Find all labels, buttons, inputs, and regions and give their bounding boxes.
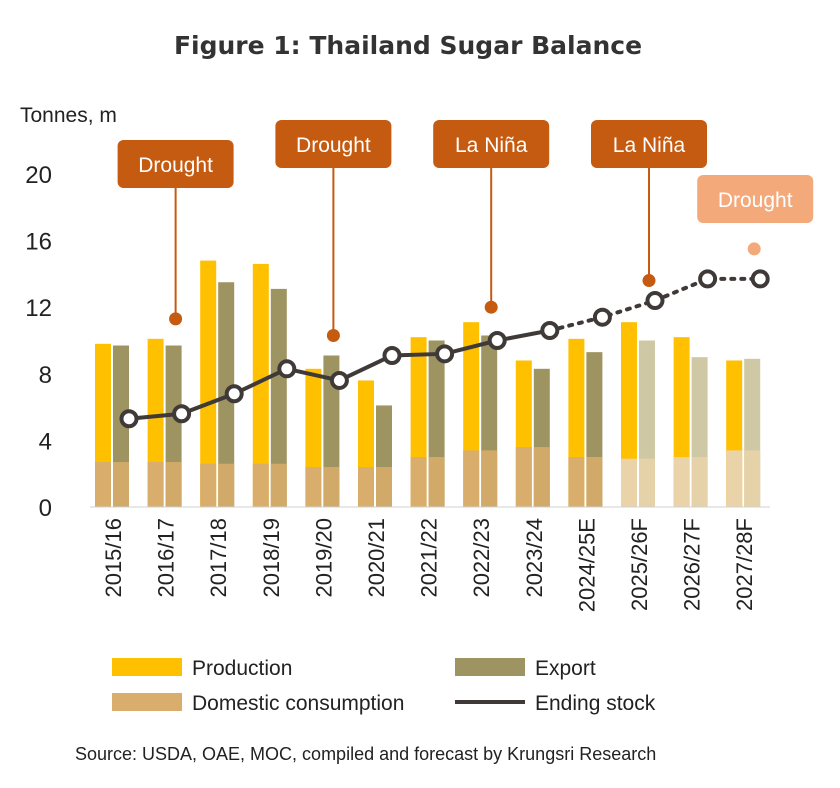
y-axis-label: Tonnes, m [20,104,117,127]
export-bar [270,288,287,507]
domestic-consumption-bar [744,450,761,507]
category-label: 2021/22 [417,518,442,598]
category-label: 2025/26F [627,518,652,611]
category-label: 2022/23 [469,518,494,598]
domestic-consumption-bar [463,450,480,507]
category-label: 2024/25E [574,518,599,612]
domestic-consumption-bar [113,462,129,507]
annotation-box [275,120,392,168]
annotation-box [697,175,814,223]
domestic-consumption-bar [252,463,269,507]
ending-stock-point [487,331,507,350]
annotation-box [117,140,234,188]
y-tick-label: 20 [25,162,52,189]
legend-label: Ending stock [535,692,656,715]
annotation-marker [747,242,761,256]
y-tick-label: 8 [39,362,52,389]
domestic-consumption-bar [147,462,164,507]
category-label: 2023/24 [522,518,547,598]
domestic-consumption-bar [726,450,743,507]
category-label: 2026/27F [680,518,705,611]
domestic-consumption-bar [639,458,655,507]
domestic-consumption-bar [691,457,708,507]
annotation-label: Drought [138,154,213,177]
domestic-consumption-bar [165,462,182,507]
annotation-box [591,120,707,168]
ending-stock-point [592,307,612,327]
category-label: 2027/28F [732,518,757,611]
annotation-marker [484,300,498,314]
annotation-label: La Niña [455,134,528,157]
domestic-consumption-bar [200,463,217,507]
category-label: 2016/17 [154,518,179,598]
y-tick-label: 4 [39,428,52,455]
production-bar [200,260,217,507]
ending-stock-point [329,370,349,390]
domestic-consumption-bar [515,447,532,507]
category-label: 2019/20 [311,518,336,598]
domestic-consumption-bar [621,458,637,507]
chart-title: Figure 1: Thailand Sugar Balance [174,31,642,60]
production-bar [252,263,269,507]
category-label: 2020/21 [364,518,389,598]
domestic-consumption-bar [568,457,585,507]
ending-stock-point [382,345,402,365]
annotation-label: Drought [296,134,371,157]
domestic-consumption-bar [358,467,374,507]
category-label: 2015/16 [101,518,126,598]
annotation-box [433,120,550,168]
domestic-consumption-bar [218,463,235,507]
domestic-consumption-bar [270,463,287,507]
ending-stock-point [119,409,139,429]
ending-stock-point [645,291,665,311]
y-tick-label: 0 [39,495,52,522]
domestic-consumption-bar [481,450,498,507]
domestic-consumption-bar [586,457,603,507]
legend-label: Domestic consumption [192,692,404,715]
domestic-consumption-bar [533,447,550,507]
ending-stock-point [172,404,192,424]
y-tick-label: 12 [25,295,52,322]
domestic-consumption-bar [428,457,445,507]
ending-stock-point [435,344,455,364]
domestic-consumption-bar [376,467,392,507]
domestic-consumption-bar [410,457,427,507]
annotation-label: Drought [718,189,793,212]
annotation-marker [642,274,656,288]
domestic-consumption-bar [323,467,340,507]
source-note: Source: USDA, OAE, MOC, compiled and for… [75,744,656,764]
ending-stock-point [224,384,244,404]
category-label: 2017/18 [206,518,231,598]
ending-stock-point [540,321,560,341]
category-label: 2018/19 [259,518,284,598]
domestic-consumption-bar [95,462,111,507]
ending-stock-point [698,269,718,289]
legend-swatch [112,693,182,711]
legend-label: Production [192,657,292,680]
ending-stock-point [750,269,770,289]
legend-swatch [455,658,525,676]
legend-label: Export [535,657,596,680]
annotation-marker [326,329,340,343]
annotation-label: La Niña [613,134,686,157]
domestic-consumption-bar [305,467,322,507]
legend-swatch [112,658,182,676]
domestic-consumption-bar [673,457,690,507]
annotation-marker [169,312,183,326]
y-tick-label: 16 [25,229,52,256]
ending-stock-point [277,359,297,379]
